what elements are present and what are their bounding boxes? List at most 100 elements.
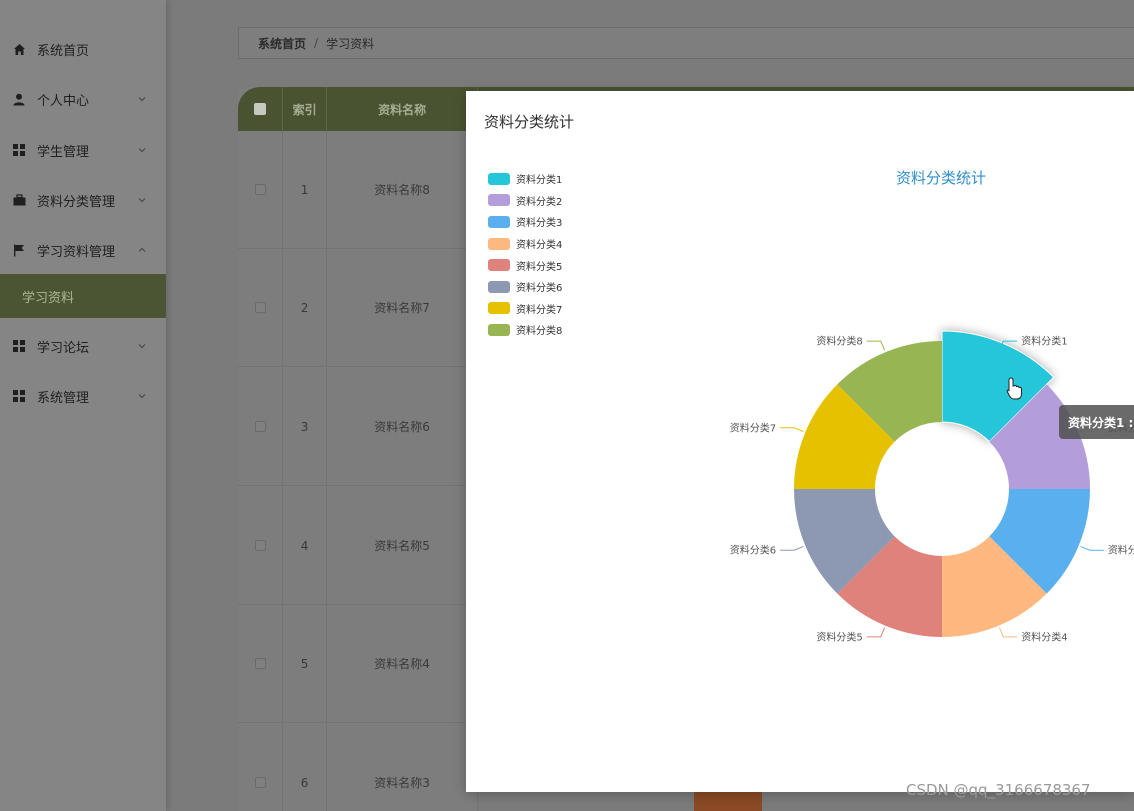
row-checkbox[interactable] [254,658,266,669]
column-header-name: 资料名称 [327,87,478,131]
legend-label: 资料分类7 [516,304,563,316]
user-icon [12,92,26,106]
legend-swatch [488,259,510,272]
grid-icon [12,339,26,353]
sidebar-item-material-management[interactable]: 学习资料管理 [0,225,166,275]
sidebar: 系统首页 个人中心 学生管理 资料分类管理 学习资料管理 学习资料 学 [0,0,166,811]
watermark: CSDN @qq_3166678367 [906,781,1091,799]
chevron-down-icon [137,194,147,204]
sidebar-item-students[interactable]: 学生管理 [0,125,166,175]
legend-swatch [488,194,510,207]
legend-item[interactable]: 资料分类2 [488,190,562,212]
pie-slice[interactable] [794,489,895,594]
select-all-cell [238,87,284,131]
row-name: 资料名称6 [327,368,478,485]
row-name: 资料名称7 [327,249,478,366]
label-leader-line [998,627,1018,638]
row-checkbox[interactable] [254,184,266,195]
sidebar-item-category-management[interactable]: 资料分类管理 [0,175,166,225]
pie-slice[interactable] [989,489,1090,594]
slice-label: 资料分类6 [730,544,776,557]
table-row: 6 资料名称3 [238,724,478,811]
chevron-down-icon [137,93,147,103]
row-checkbox[interactable] [254,540,266,551]
dialog-title: 资料分类统计 [484,113,575,131]
chevron-down-icon [137,340,147,350]
pie-slice[interactable] [837,536,942,637]
sidebar-item-label: 个人中心 [37,93,90,109]
breadcrumb-current: 学习资料 [326,36,375,51]
label-leader-line [1080,545,1104,551]
sidebar-item-label: 系统首页 [37,43,90,59]
row-index: 5 [283,605,328,722]
table-row: 2 资料名称7 [238,249,478,367]
table-row: 3 资料名称6 [238,368,478,486]
row-index: 2 [283,249,328,366]
row-index: 3 [283,368,328,485]
grid-icon [12,143,26,157]
legend-swatch [488,280,510,293]
sidebar-item-forum[interactable]: 学习论坛 [0,321,166,371]
column-header-index: 索引 [283,87,328,131]
legend-label: 资料分类1 [516,175,563,187]
table-row: 1 资料名称8 [238,131,478,249]
breadcrumb: 系统首页 / 学习资料 [238,27,1134,59]
legend-item[interactable]: 资料分类7 [488,298,562,320]
breadcrumb-home-link[interactable]: 系统首页 [258,36,307,51]
chevron-down-icon [137,144,147,154]
sidebar-item-home[interactable]: 系统首页 [0,24,166,74]
legend-swatch [488,215,510,228]
sidebar-subitem-materials[interactable]: 学习资料 [0,274,166,318]
row-name: 资料名称8 [327,131,478,248]
grid-icon [12,389,26,403]
briefcase-icon [12,193,26,207]
sidebar-item-label: 资料分类管理 [37,194,116,210]
row-name: 资料名称4 [327,605,478,722]
label-leader-line [780,427,804,433]
sidebar-item-label: 学习资料 [22,290,75,306]
pie-slice[interactable] [941,330,1055,443]
row-index: 6 [283,724,328,811]
table-row: 5 资料名称4 [238,605,478,723]
legend-label: 资料分类6 [516,283,563,295]
breadcrumb-separator: / [314,36,319,50]
slice-label: 资料分类4 [1021,630,1067,643]
sidebar-item-label: 系统管理 [37,390,90,406]
legend-label: 资料分类2 [516,196,563,208]
sidebar-item-label: 学习资料管理 [37,244,116,260]
label-leader-line [866,627,886,638]
legend-item[interactable]: 资料分类8 [488,319,562,341]
table-row: 4 资料名称5 [238,487,478,605]
legend-swatch [488,237,510,250]
slice-label: 资料分类1 [1021,335,1067,348]
legend-item[interactable]: 资料分类1 [488,168,562,190]
row-checkbox[interactable] [254,777,266,788]
sidebar-item-system[interactable]: 系统管理 [0,371,166,421]
legend-label: 资料分类3 [516,218,563,230]
row-checkbox[interactable] [254,302,266,313]
pie-slice[interactable] [837,341,942,442]
statistics-dialog: 资料分类统计 资料分类1 资料分类2 资料分类3 资料分类4 资料分类5 资料分类6 资料分… [466,91,1134,792]
select-all-checkbox[interactable] [254,103,267,115]
chart-tooltip: 资料分类1 : [1059,405,1134,439]
legend-item[interactable]: 资料分类6 [488,276,562,298]
slice-label: 资料分类3 [1108,544,1134,557]
legend-item[interactable]: 资料分类4 [488,233,562,255]
materials-table: 索引 资料名称 1 资料名称8 2 资料名称7 3 资料名称6 4 资料名称 5 … [238,87,478,811]
pie-slice[interactable] [794,384,895,489]
legend-swatch [488,323,510,336]
flag-icon [12,243,26,257]
pie-slice[interactable] [942,536,1047,637]
chart-legend: 资料分类1 资料分类2 资料分类3 资料分类4 资料分类5 资料分类6 资料分类7 资料分类8 [488,168,562,341]
home-icon [12,42,26,56]
row-checkbox[interactable] [254,421,266,432]
row-index: 4 [283,487,328,604]
sidebar-item-profile[interactable]: 个人中心 [0,74,166,124]
label-leader-line [998,340,1018,351]
legend-label: 资料分类4 [516,240,563,252]
legend-item[interactable]: 资料分类5 [488,254,562,276]
slice-label: 资料分类7 [730,421,776,434]
legend-item[interactable]: 资料分类3 [488,211,562,233]
sidebar-item-label: 学生管理 [37,144,90,160]
